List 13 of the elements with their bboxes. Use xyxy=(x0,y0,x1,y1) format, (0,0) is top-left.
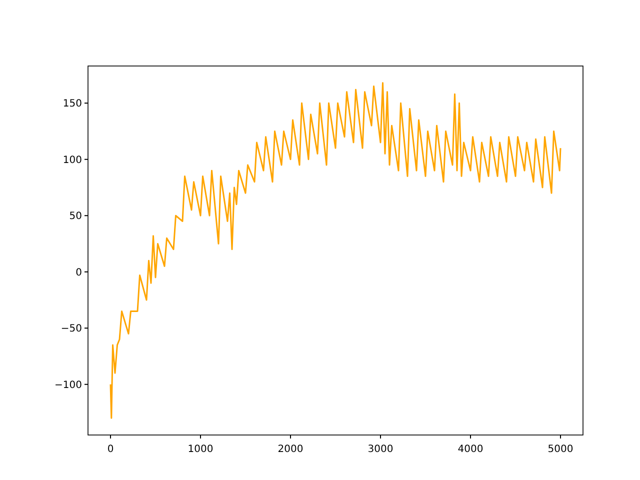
y-tick-label: 0 xyxy=(76,267,82,278)
y-tick-label: 150 xyxy=(62,98,82,110)
x-tick-label: 5000 xyxy=(548,444,574,455)
x-tick-label: 1000 xyxy=(188,444,214,455)
line-series xyxy=(110,82,562,419)
y-tick-label: 100 xyxy=(62,154,82,166)
y-tick-label: 50 xyxy=(69,211,82,222)
x-tick-label: 3000 xyxy=(368,444,394,455)
y-tick-label: −50 xyxy=(60,324,82,335)
y-tick-label: −100 xyxy=(54,380,82,391)
x-tick-label: 0 xyxy=(107,444,114,455)
x-tick-label: 4000 xyxy=(458,444,484,455)
x-tick-label: 2000 xyxy=(278,444,304,455)
